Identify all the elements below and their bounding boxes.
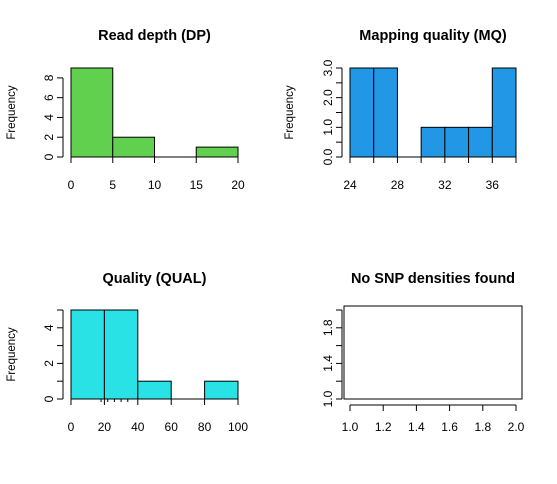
histogram-bar [70,309,105,400]
y-axis-label: Frequency [284,85,296,140]
histogram-bar [70,67,114,158]
histogram-bar [444,126,470,158]
y-tick-label: 2 [42,360,56,367]
y-tick-label: 0 [42,153,56,160]
panel-title: Read depth (DP) [98,28,211,44]
x-tick-label: 1.2 [375,420,392,434]
x-tick-label: 32 [438,178,452,192]
panel-title: Mapping quality (MQ) [359,28,507,44]
panel-3: Quality (QUAL) Frequency 0 20 40 60 80 100 0 2 4 [6,271,248,434]
histogram-bar [195,146,239,158]
x-tick-label: 20 [98,420,112,434]
histogram-bar [112,136,155,158]
histogram-bar [137,380,172,400]
y-tick-label: 1.0 [321,390,335,407]
y-tick-label: 1.8 [321,319,335,336]
y-tick-label: 0.0 [321,148,335,165]
x-tick-label: 0 [68,178,75,192]
histogram-bar [491,67,517,158]
x-tick-label: 60 [165,420,179,434]
x-tick-label: 5 [109,178,116,192]
panel-title: Quality (QUAL) [103,271,207,287]
histogram-bar [420,126,446,158]
x-tick-label: 24 [343,178,357,192]
y-axis-label: Frequency [6,85,18,140]
x-tick-label: 10 [148,178,162,192]
plot-frame [343,305,523,400]
x-tick-label: 36 [486,178,500,192]
y-tick-label: 1.4 [321,355,335,372]
panel-2: Mapping quality (MQ) Frequency 24 28 32 36 0.0… [284,28,517,192]
x-tick-label: 28 [391,178,405,192]
histogram-bar [204,380,239,400]
y-tick-label: 6 [42,94,56,101]
panel-4: No SNP densities found 1.0 1.2 1.4 1.6 1.8 2.0… [321,271,525,434]
x-tick-label: 15 [190,178,204,192]
x-tick-label: 0 [68,420,75,434]
x-tick-label: 1.6 [441,420,458,434]
x-tick-label: 100 [228,420,248,434]
y-tick-label: 2.0 [321,89,335,106]
y-tick-label: 0 [42,395,56,402]
x-tick-label: 2.0 [508,420,525,434]
x-tick-label: 80 [198,420,212,434]
histogram-bar [349,67,375,158]
y-axis-label: Frequency [6,327,18,382]
panel-1: Read depth (DP) Frequency 0 5 10 15 20 0 2 4 6 8 [6,28,245,192]
histogram-bar [468,126,493,158]
y-tick-label: 2 [42,134,56,141]
y-tick-label: 4 [42,324,56,331]
y-tick-label: 1.0 [321,119,335,136]
x-tick-label: 40 [131,420,145,434]
y-tick-label: 8 [42,74,56,81]
histogram-bar [103,309,139,400]
histogram-bar [373,67,398,158]
x-tick-label: 1.4 [408,420,425,434]
y-tick-label: 3.0 [321,59,335,76]
x-tick-label: 1.8 [474,420,491,434]
x-tick-label: 20 [231,178,245,192]
x-tick-label: 1.0 [342,420,359,434]
y-tick-label: 4 [42,114,56,121]
panel-title: No SNP densities found [351,271,515,287]
